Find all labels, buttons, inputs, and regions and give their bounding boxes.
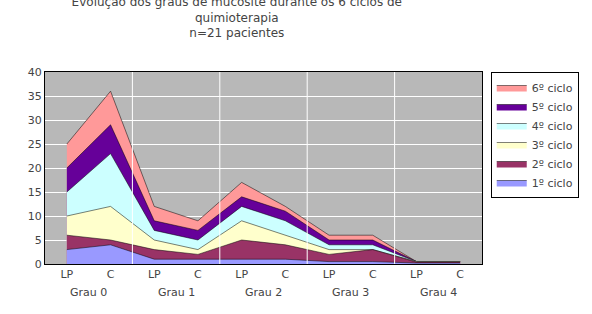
svg-text:40: 40 [28, 66, 42, 79]
svg-text:C: C [282, 268, 290, 281]
svg-text:Grau 1: Grau 1 [158, 286, 195, 299]
svg-text:4º ciclo: 4º ciclo [532, 120, 573, 133]
svg-text:C: C [194, 268, 202, 281]
svg-text:6º ciclo: 6º ciclo [532, 82, 573, 95]
svg-text:C: C [107, 268, 115, 281]
svg-text:25: 25 [28, 138, 42, 151]
svg-text:5º ciclo: 5º ciclo [532, 101, 573, 114]
svg-text:10: 10 [28, 210, 42, 223]
svg-text:LP: LP [323, 268, 336, 281]
svg-text:1º ciclo: 1º ciclo [532, 177, 573, 190]
svg-text:C: C [456, 268, 464, 281]
svg-text:30: 30 [28, 114, 42, 127]
svg-text:Grau 4: Grau 4 [420, 286, 457, 299]
svg-text:LP: LP [148, 268, 161, 281]
svg-text:C: C [369, 268, 377, 281]
svg-text:LP: LP [235, 268, 248, 281]
svg-text:35: 35 [28, 90, 42, 103]
svg-text:Grau 2: Grau 2 [245, 286, 282, 299]
svg-text:15: 15 [28, 186, 42, 199]
svg-text:2º ciclo: 2º ciclo [532, 158, 573, 171]
svg-text:5: 5 [35, 234, 42, 247]
svg-text:Evolução dos graus de mucosite: Evolução dos graus de mucosite durante o… [72, 0, 402, 40]
svg-text:20: 20 [28, 162, 42, 175]
svg-text:LP: LP [410, 268, 423, 281]
svg-text:LP: LP [60, 268, 73, 281]
svg-text:0: 0 [35, 258, 42, 271]
svg-text:Grau 0: Grau 0 [70, 286, 107, 299]
svg-text:Grau 3: Grau 3 [332, 286, 369, 299]
svg-text:3º ciclo: 3º ciclo [532, 139, 573, 152]
